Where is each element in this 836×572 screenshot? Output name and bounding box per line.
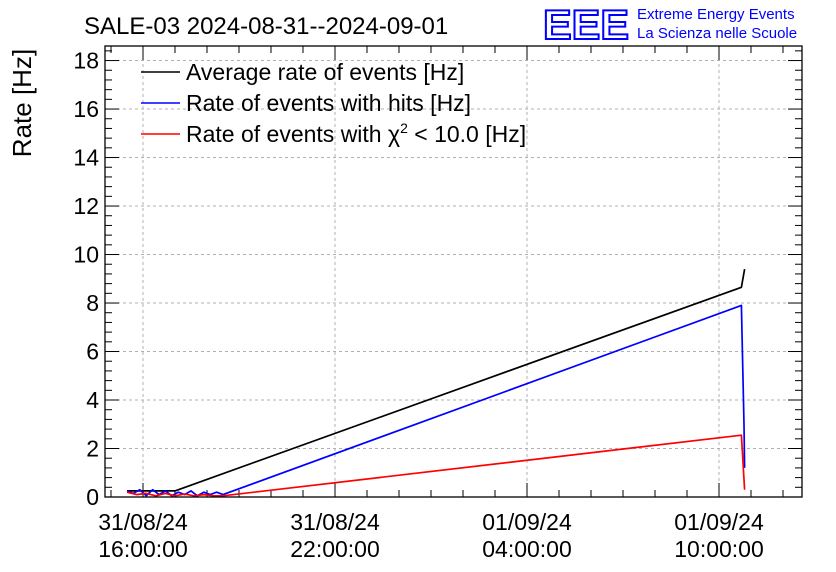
eee-logo-mark: EEE [543,1,629,48]
y-tick-label: 18 [73,48,99,74]
x-tick-label-date: 01/09/24 [674,509,764,535]
x-tick-label-date: 01/09/24 [482,509,572,535]
grid-lines [105,46,802,497]
y-tick-label: 16 [73,96,99,122]
eee-logo: EEE Extreme Energy Events La Scienza nel… [542,0,797,49]
logo-line-2: La Scienza nelle Scuole [637,25,797,42]
y-tick-label: 0 [86,484,99,510]
y-tick-label: 6 [86,339,99,365]
x-tick-label-time: 16:00:00 [98,536,188,562]
y-tick-label: 12 [73,193,99,219]
axis-ticks [105,46,802,498]
logo-line-1: Extreme Energy Events [637,6,795,23]
y-tick-labels: 0 2 4 6 8 10 12 14 16 18 [73,48,99,510]
series-line-average [127,268,746,492]
series-line-chi2 [126,434,746,497]
x-tick-label-time: 04:00:00 [482,536,572,562]
x-tick-label-date: 31/08/24 [98,509,188,535]
y-tick-label: 4 [86,387,99,413]
data-series [126,268,746,497]
legend-label-average: Average rate of events [Hz] [186,59,464,85]
plot-frame [104,45,803,498]
legend-label-chi2: Rate of events with χ2 < 10.0 [Hz] [186,120,526,147]
x-tick-label-date: 31/08/24 [290,509,380,535]
x-tick-label-time: 22:00:00 [290,536,380,562]
legend: Average rate of events [Hz] Rate of even… [141,59,526,147]
y-axis-label: Rate [Hz] [7,49,37,157]
legend-label-hits: Rate of events with hits [Hz] [186,90,471,116]
x-tick-label-time: 10:00:00 [674,536,764,562]
y-tick-label: 8 [86,290,99,316]
series-line-hits [126,304,746,497]
y-tick-label: 2 [86,436,99,462]
y-tick-label: 14 [73,145,99,171]
x-tick-labels: 31/08/2416:00:0031/08/2422:00:0001/09/24… [98,509,764,562]
chart-title: SALE-03 2024-08-31--2024-09-01 [84,13,448,40]
y-tick-label: 10 [73,242,99,268]
